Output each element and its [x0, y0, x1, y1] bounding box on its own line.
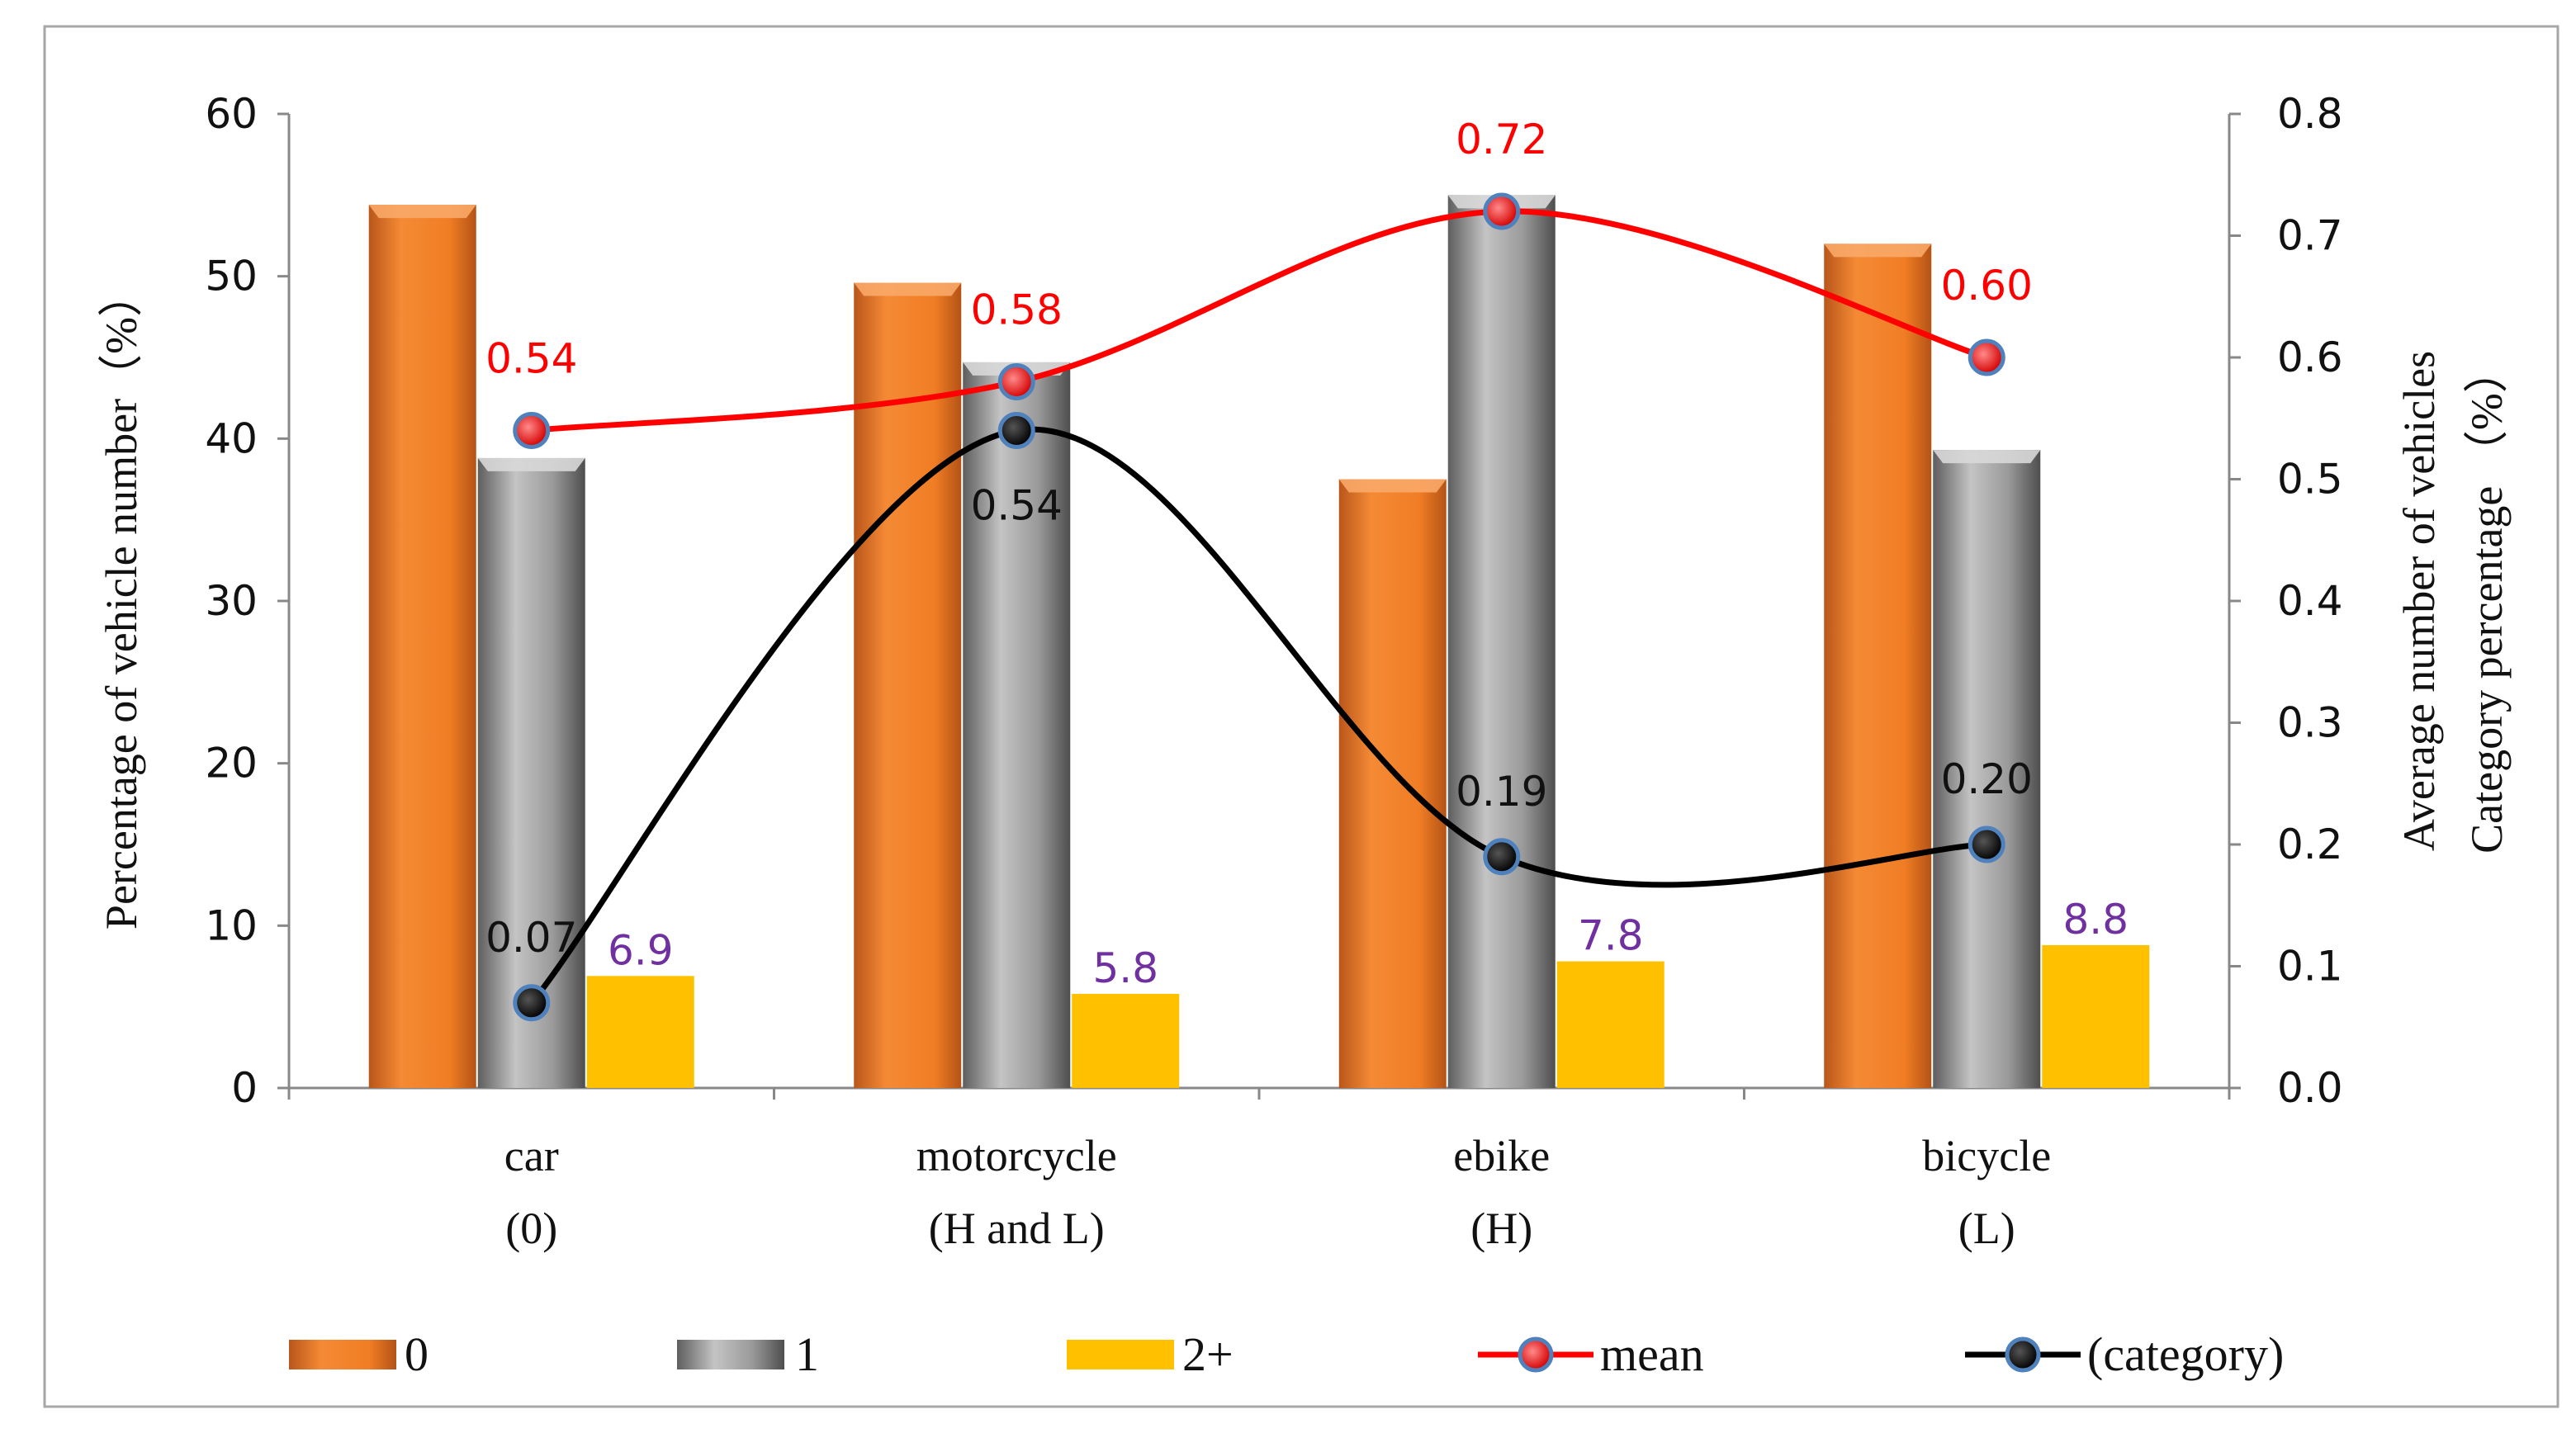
right-tick-label: 0.2 [2277, 821, 2343, 868]
bar-0[interactable] [854, 282, 962, 1088]
category-sublabel: (H and L) [929, 1204, 1105, 1253]
bars [368, 195, 2150, 1089]
right-axis-title-line1: Average number of vehicles [2394, 351, 2444, 851]
label-mean: 0.60 [1941, 262, 2033, 310]
category-point[interactable] [513, 984, 551, 1022]
mean-point[interactable] [1483, 192, 1521, 230]
legend-label-1: 1 [795, 1327, 819, 1381]
category-labels: car (0) motorcycle (H and L) ebike (H) bicycle… [504, 1131, 2051, 1253]
axis-ticks: 0 10 20 30 40 50 60 0.0 0.1 0.2 0.3 0.4 0.5 0.6 0.7 0.8 [205, 90, 2342, 1112]
bar-1-cap [1933, 450, 2041, 464]
label-category: 0.54 [971, 482, 1063, 530]
legend-item-2plus[interactable]: 2+ [1067, 1327, 1234, 1381]
bar-1[interactable] [963, 362, 1071, 1088]
right-tick-label: 0.3 [2277, 699, 2343, 747]
right-tick-label: 0.4 [2277, 577, 2343, 625]
mean-point[interactable] [997, 363, 1035, 400]
right-tick-label: 0.1 [2277, 943, 2343, 991]
right-tick-label: 0.7 [2277, 212, 2343, 260]
left-tick-label: 20 [205, 740, 258, 788]
label-mean: 0.54 [485, 335, 577, 383]
legend-label-category: (category) [2087, 1327, 2284, 1381]
legend: 0 1 2+ mean (category) [289, 1327, 2284, 1381]
legend-item-category[interactable]: (category) [1965, 1327, 2284, 1381]
category-line[interactable] [529, 426, 1987, 1005]
category-sublabel: (H) [1470, 1204, 1532, 1253]
left-tick-label: 40 [205, 414, 258, 462]
label-2plus: 7.8 [1578, 912, 1644, 960]
bar-1[interactable] [1933, 450, 2041, 1088]
legend-marker-category [2005, 1336, 2041, 1373]
label-category: 0.20 [1941, 755, 2033, 803]
left-tick-label: 10 [205, 901, 258, 949]
legend-swatch-2plus [1067, 1340, 1174, 1369]
right-tick-label: 0.5 [2277, 456, 2343, 504]
label-2plus: 8.8 [2062, 896, 2129, 944]
bar-0[interactable] [1824, 244, 1932, 1088]
legend-label-2plus: 2+ [1182, 1327, 1234, 1381]
mean-point[interactable] [1968, 338, 2005, 376]
bar-2plus[interactable] [586, 976, 694, 1088]
legend-item-1[interactable]: 1 [677, 1327, 819, 1381]
left-tick-label: 30 [205, 577, 258, 625]
legend-swatch-1 [677, 1340, 784, 1369]
category-label: car [504, 1131, 559, 1180]
label-2plus: 6.9 [608, 926, 674, 974]
left-tick-label: 50 [205, 253, 258, 300]
bar-0[interactable] [1338, 479, 1447, 1089]
label-category: 0.19 [1456, 768, 1547, 816]
category-sublabel: (L) [1958, 1204, 2015, 1253]
right-tick-label: 0.6 [2277, 333, 2343, 381]
right-tick-label: 0.8 [2277, 90, 2343, 138]
data-labels: 6.9 5.8 7.8 8.8 0.54 0.58 0.72 0.60 0.07 0.54 0.19… [485, 116, 2129, 992]
legend-label-mean: mean [1600, 1327, 1704, 1381]
mean-point[interactable] [513, 412, 551, 449]
bar-2plus[interactable] [2042, 944, 2150, 1088]
bar-0-cap [854, 282, 962, 296]
label-mean: 0.72 [1456, 116, 1547, 163]
legend-swatch-0 [289, 1340, 396, 1369]
label-category: 0.07 [485, 914, 577, 962]
bar-2plus[interactable] [1072, 993, 1180, 1088]
label-2plus: 5.8 [1092, 944, 1158, 992]
bar-1[interactable] [1447, 195, 1556, 1088]
category-point[interactable] [1968, 825, 2005, 863]
bar-2plus[interactable] [1556, 961, 1664, 1088]
mean-line[interactable] [531, 208, 1988, 433]
right-tick-label: 0.0 [2277, 1064, 2343, 1112]
bar-1-cap [477, 457, 585, 471]
category-label: ebike [1453, 1131, 1550, 1180]
legend-item-0[interactable]: 0 [289, 1327, 429, 1381]
left-axis-title: Percentage of vehicle number（%） [97, 272, 146, 929]
legend-marker-mean [1518, 1336, 1554, 1373]
category-label: motorcycle [916, 1131, 1117, 1180]
bar-0[interactable] [368, 205, 476, 1089]
bar-0-cap [368, 205, 476, 219]
category-label: bicycle [1922, 1131, 2051, 1180]
bar-0-cap [1824, 244, 1932, 258]
category-point[interactable] [1483, 838, 1521, 876]
legend-label-0: 0 [405, 1327, 429, 1381]
category-point[interactable] [997, 412, 1035, 449]
category-sublabel: (0) [505, 1204, 557, 1253]
left-tick-label: 60 [205, 90, 258, 138]
bar-1[interactable] [477, 457, 585, 1088]
left-tick-label: 0 [231, 1064, 258, 1112]
right-axis-title-line2: Category percentage （%） [2462, 348, 2512, 854]
label-mean: 0.58 [971, 286, 1063, 334]
lines [513, 192, 2005, 1022]
legend-item-mean[interactable]: mean [1478, 1327, 1704, 1381]
bar-0-cap [1338, 479, 1447, 493]
